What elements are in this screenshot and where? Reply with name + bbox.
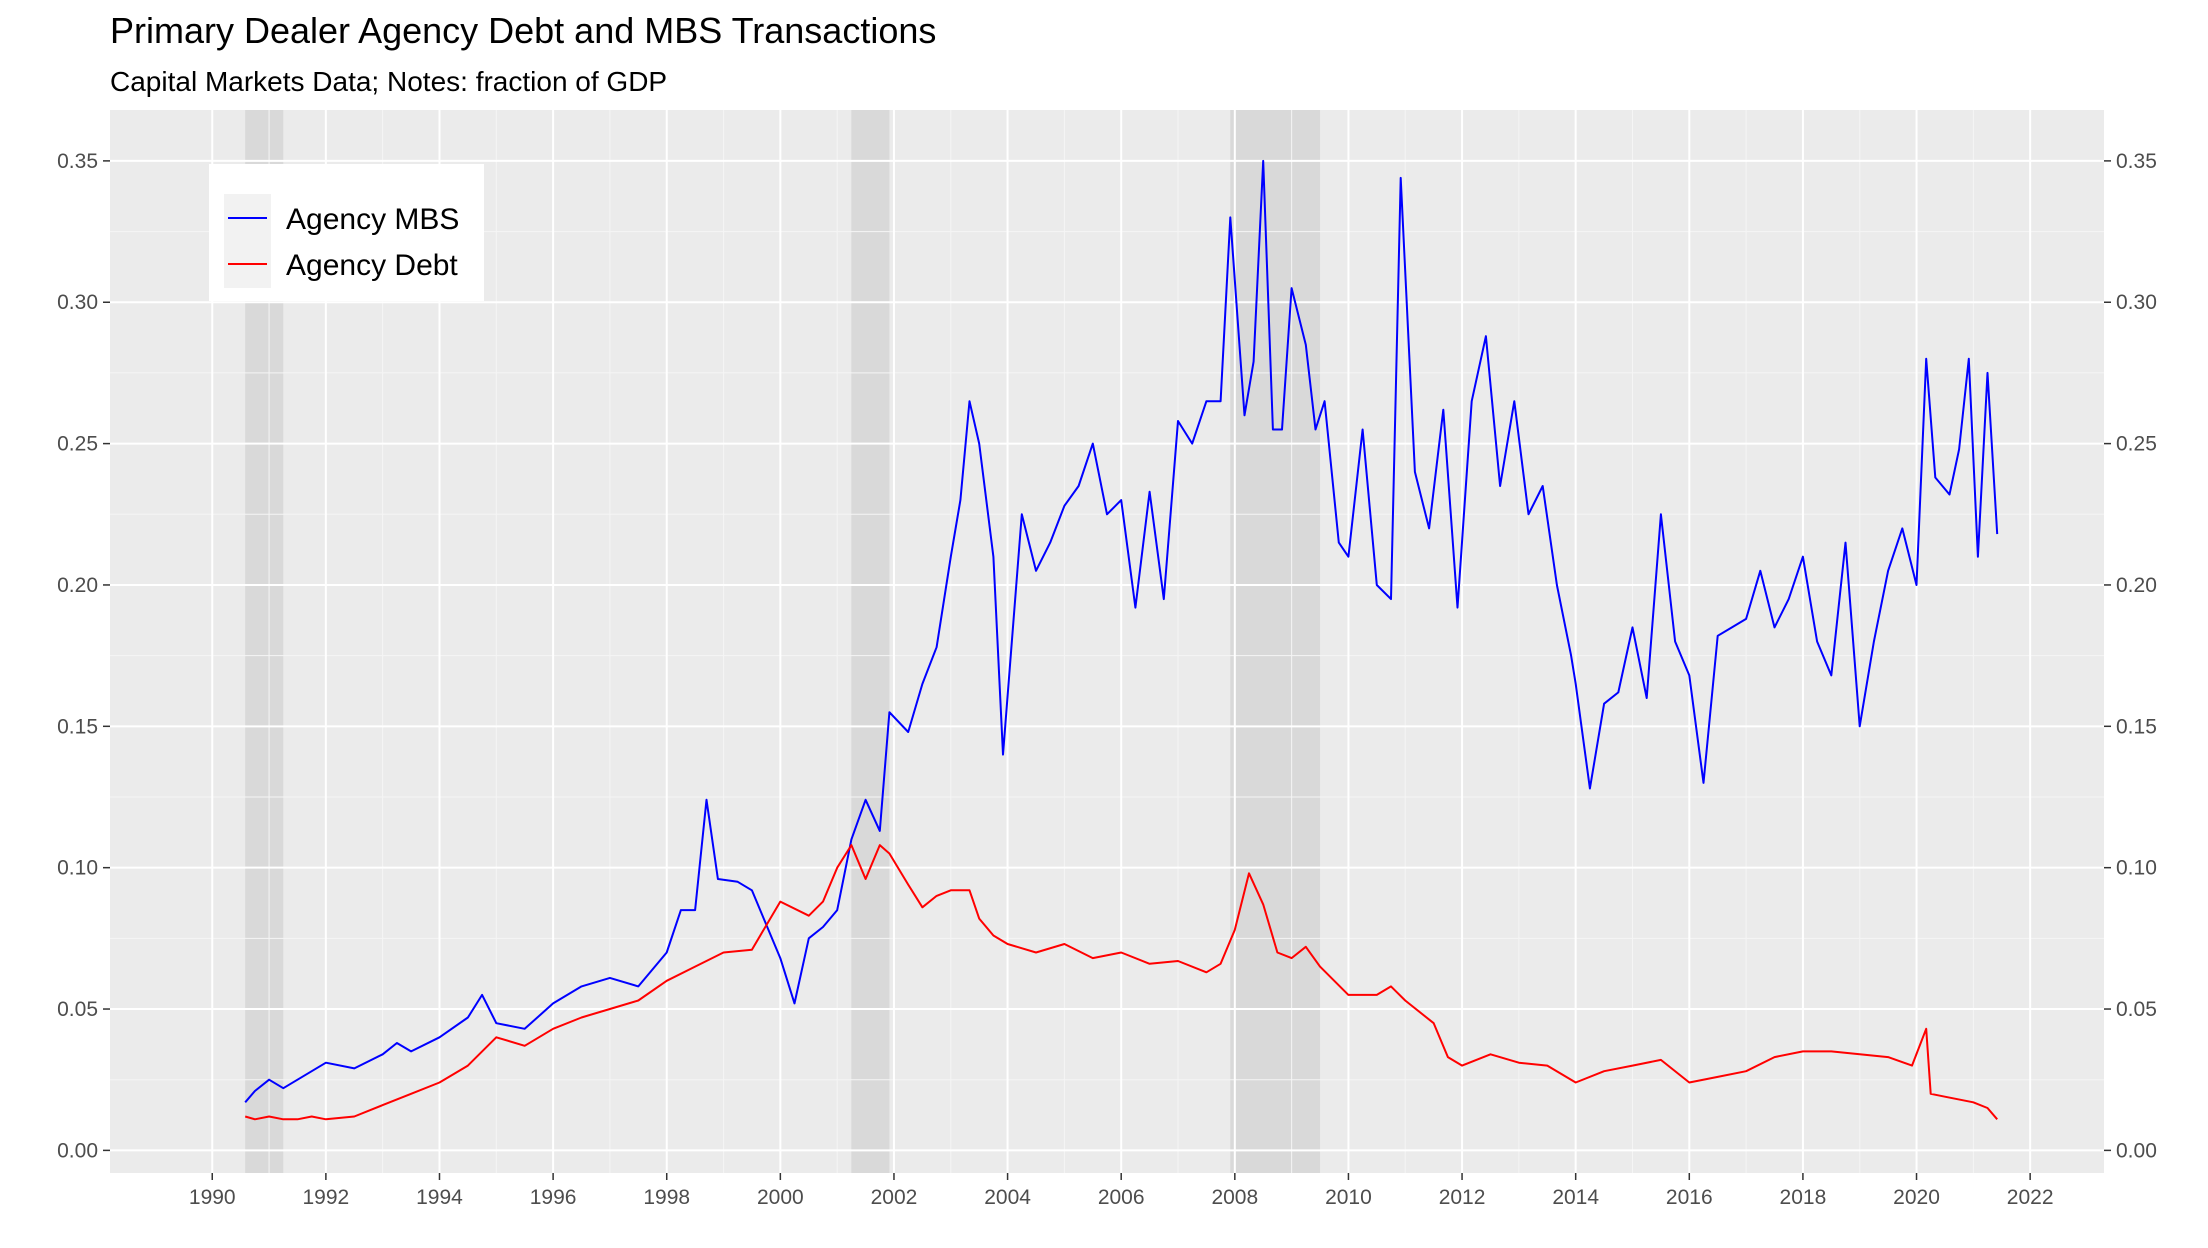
y-tick-label-left: 0.05: [57, 998, 98, 1021]
y-tick-label-right: 0.05: [2116, 998, 2157, 1021]
x-tick-label: 2020: [1893, 1186, 1940, 1209]
y-tick-label-right: 0.30: [2116, 291, 2157, 314]
x-tick-label: 2006: [1098, 1186, 1145, 1209]
recession-band: [1230, 110, 1321, 1173]
x-tick-label: 1996: [530, 1186, 577, 1209]
y-tick-label-left: 0.20: [57, 574, 98, 597]
x-tick-label: 2008: [1211, 1186, 1258, 1209]
chart-title: Primary Dealer Agency Debt and MBS Trans…: [110, 10, 936, 51]
y-tick-label-right: 0.35: [2116, 150, 2157, 173]
x-tick-label: 2004: [984, 1186, 1031, 1209]
x-tick-label: 1992: [303, 1186, 350, 1209]
x-tick-label: 2000: [757, 1186, 804, 1209]
x-tick-label: 2012: [1439, 1186, 1486, 1209]
x-tick-label: 2010: [1325, 1186, 1372, 1209]
x-tick-label: 2002: [871, 1186, 918, 1209]
gridlines: [110, 110, 2104, 1173]
x-tick-label: 2022: [2007, 1186, 2054, 1209]
y-tick-label-left: 0.25: [57, 433, 98, 456]
y-tick-label-left: 0.10: [57, 857, 98, 880]
legend-label-mbs: Agency MBS: [286, 203, 459, 236]
x-tick-label: 1994: [416, 1186, 463, 1209]
y-tick-label-right: 0.25: [2116, 433, 2157, 456]
x-tick-label: 1998: [643, 1186, 690, 1209]
y-tick-label-left: 0.00: [57, 1139, 98, 1162]
series-line-agency-mbs: [244, 159, 1999, 1103]
series-line-agency-debt: [244, 844, 1998, 1121]
y-tick-label-left: 0.15: [57, 715, 98, 738]
y-tick-label-right: 0.15: [2116, 715, 2157, 738]
y-tick-label-right: 0.10: [2116, 857, 2157, 880]
x-tick-label: 1990: [189, 1186, 236, 1209]
chart-subtitle: Capital Markets Data; Notes: fraction of…: [110, 66, 667, 97]
y-tick-label-right: 0.20: [2116, 574, 2157, 597]
x-tick-label: 2016: [1666, 1186, 1713, 1209]
series-lines: [244, 159, 1999, 1121]
legend: Agency MBS Agency Debt: [209, 164, 484, 301]
x-tick-label: 2014: [1552, 1186, 1599, 1209]
x-tick-label: 2018: [1780, 1186, 1827, 1209]
y-tick-label-left: 0.35: [57, 150, 98, 173]
y-tick-label-right: 0.00: [2116, 1139, 2157, 1162]
axes: 1990 1992 1994 1996 1998 2000 2002 2004 2006 2008…: [57, 150, 2157, 1209]
legend-label-debt: Agency Debt: [286, 249, 458, 282]
y-tick-label-left: 0.30: [57, 291, 98, 314]
recession-band: [851, 110, 890, 1173]
